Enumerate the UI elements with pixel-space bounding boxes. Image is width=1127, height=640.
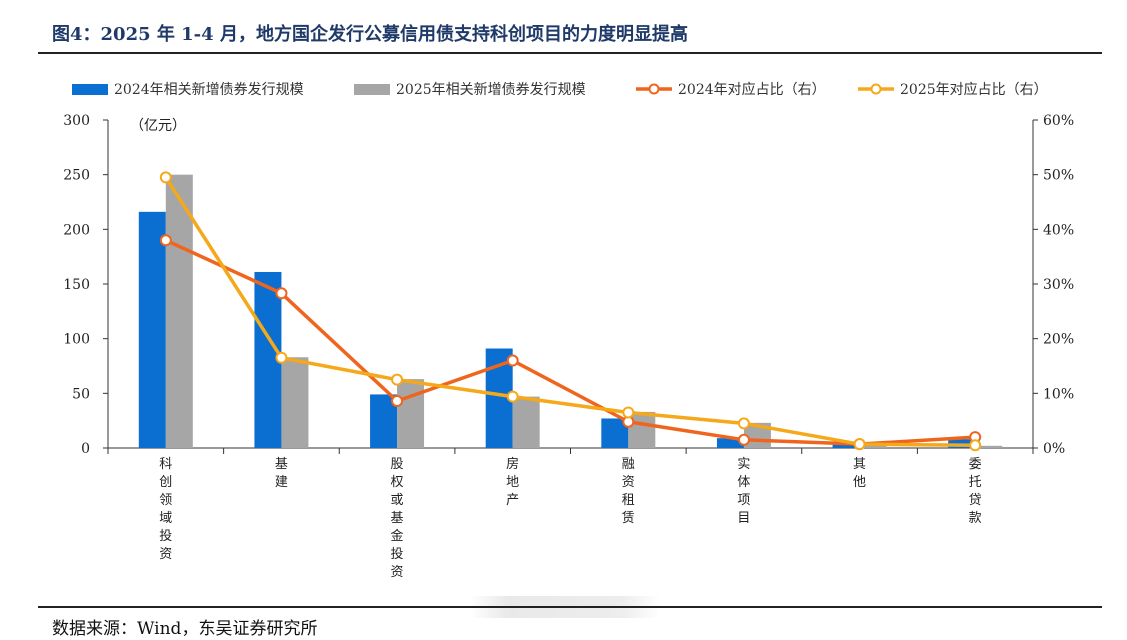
point-2025 bbox=[275, 351, 288, 364]
point-2024 bbox=[506, 354, 519, 367]
point-2025 bbox=[159, 171, 172, 184]
y-left-tick-label: 50 bbox=[72, 386, 90, 402]
y-left-tick-label: 200 bbox=[63, 222, 90, 238]
category-label: 房地产 bbox=[506, 456, 519, 508]
category-label: 其他 bbox=[853, 457, 866, 490]
bar-2025 bbox=[975, 445, 1003, 448]
category-label: 基建 bbox=[275, 457, 288, 490]
source-rule bbox=[38, 606, 1102, 608]
chart-legend: 2024年相关新增债券发行规模 2025年相关新增债券发行规模 2024年对应占比（… bbox=[72, 81, 1048, 98]
bar-2024 bbox=[832, 444, 860, 448]
legend-swatch bbox=[354, 84, 390, 95]
bar-2024 bbox=[716, 438, 744, 448]
bar-2025 bbox=[281, 357, 309, 448]
y-right-tick-label: 0% bbox=[1043, 441, 1065, 457]
legend-label: 2025年对应占比（右） bbox=[900, 81, 1048, 98]
category-label: 实体项目 bbox=[737, 457, 750, 526]
point-2025 bbox=[969, 439, 982, 452]
point-2024 bbox=[275, 287, 288, 300]
figure-title: 图4：2025 年 1-4 月，地方国企发行公募信用债支持科创项目的力度明显提高 bbox=[52, 24, 688, 45]
legend-label: 2025年相关新增债券发行规模 bbox=[396, 82, 586, 98]
unit-label: （亿元） bbox=[130, 118, 186, 134]
point-2025 bbox=[853, 438, 866, 451]
line-2025 bbox=[164, 176, 976, 448]
y-right-tick-label: 30% bbox=[1043, 277, 1074, 293]
legend-label: 2024年相关新增债券发行规模 bbox=[114, 82, 304, 98]
bar-2025 bbox=[628, 411, 656, 448]
point-2025 bbox=[391, 373, 404, 386]
y-left-tick-label: 0 bbox=[81, 441, 90, 457]
y-right-tick-label: 50% bbox=[1043, 168, 1074, 184]
legend-label: 2024年对应占比（右） bbox=[678, 81, 826, 98]
chart-bars bbox=[138, 174, 1003, 448]
line-2024 bbox=[165, 238, 976, 446]
chart-lines bbox=[159, 171, 982, 452]
point-2025 bbox=[737, 417, 750, 430]
bar-2024 bbox=[138, 211, 166, 448]
y-right-tick-label: 20% bbox=[1043, 332, 1074, 348]
category-label: 委托贷款 bbox=[969, 457, 982, 526]
point-2025 bbox=[506, 390, 519, 403]
category-label: 融资租赁 bbox=[622, 457, 635, 526]
category-label: 科创领域投资 bbox=[159, 457, 172, 562]
category-labels: 科创领域投资 基建 股权或基金投资 房地产 融资租赁 实体项目 其他 委托贷款 bbox=[159, 456, 981, 580]
y-right-tick-label: 60% bbox=[1043, 113, 1074, 129]
title-rule bbox=[38, 52, 1102, 54]
source-note: 数据来源：Wind，东吴证券研究所 bbox=[52, 619, 318, 639]
y-left-tick-label: 300 bbox=[63, 113, 90, 129]
bar-2025 bbox=[165, 174, 193, 448]
y-left-tick-label: 150 bbox=[63, 277, 90, 293]
point-2025 bbox=[622, 406, 635, 419]
legend-marker bbox=[648, 83, 660, 95]
chart-svg: 2024年相关新增债券发行规模 2025年相关新增债券发行规模 2024年对应占比（… bbox=[63, 81, 1074, 580]
y-left-tick-label: 100 bbox=[63, 332, 90, 348]
bar-2025 bbox=[397, 379, 425, 448]
point-2024 bbox=[737, 433, 750, 446]
y-right-tick-label: 40% bbox=[1043, 222, 1074, 238]
point-2024 bbox=[159, 234, 172, 247]
legend-marker bbox=[870, 83, 882, 95]
y-left-tick-label: 250 bbox=[63, 168, 90, 184]
bar-2025 bbox=[512, 396, 540, 448]
point-2024 bbox=[391, 394, 404, 407]
legend-swatch bbox=[72, 84, 108, 95]
category-label: 股权或基金投资 bbox=[391, 457, 404, 580]
y-right-tick-label: 10% bbox=[1043, 386, 1074, 402]
